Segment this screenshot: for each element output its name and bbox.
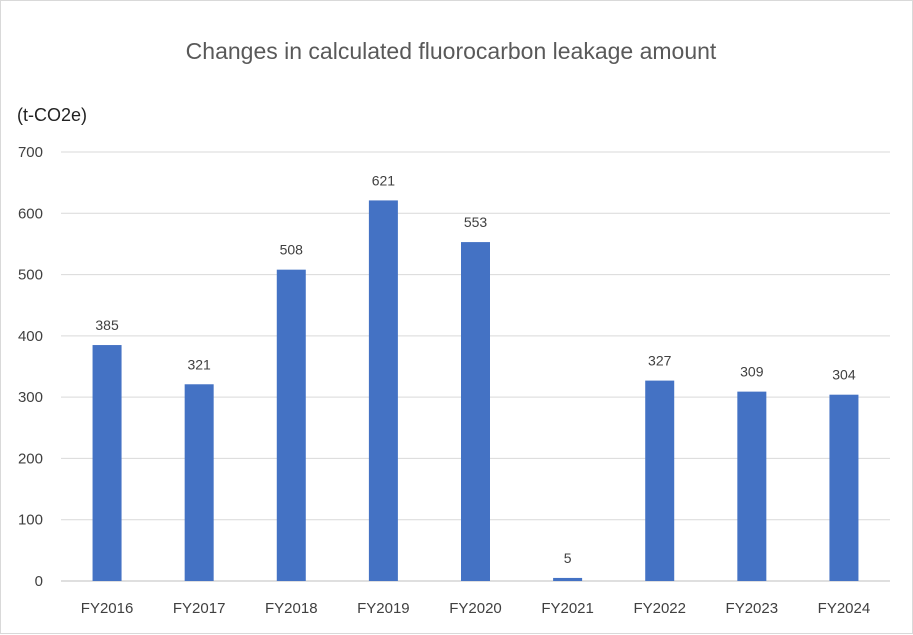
bar-fy2024 — [829, 394, 859, 581]
bar-fy2019 — [368, 200, 398, 581]
bar-fy2022 — [645, 380, 675, 581]
data-label-fy2021: 5 — [564, 550, 572, 566]
y-tick-label: 200 — [18, 450, 43, 467]
bar-fy2017 — [184, 384, 214, 581]
bar-fy2023 — [737, 391, 767, 581]
data-label-fy2019: 621 — [372, 172, 396, 188]
x-tick-label-fy2016: FY2016 — [81, 600, 134, 617]
x-tick-label-fy2023: FY2023 — [726, 600, 779, 617]
x-axis-ticks: FY2016 FY2017 FY2018 FY2019 FY2020 FY2021 FY20… — [81, 600, 870, 617]
data-label-fy2023: 309 — [740, 364, 764, 380]
y-tick-label: 100 — [18, 512, 43, 529]
data-label-fy2024: 304 — [832, 367, 856, 383]
bar-fy2020 — [461, 242, 490, 581]
data-label-fy2022: 327 — [648, 353, 672, 369]
y-tick-label: 400 — [18, 328, 43, 345]
y-tick-label: 300 — [18, 389, 43, 406]
y-tick-label: 700 — [18, 144, 43, 161]
bar-fy2021 — [553, 577, 583, 581]
bars — [92, 200, 859, 581]
x-tick-label-fy2020: FY2020 — [449, 600, 502, 617]
y-axis-ticks: 0 100 200 300 400 500 600 700 — [18, 144, 43, 590]
bar-fy2016 — [92, 345, 122, 581]
y-tick-label: 600 — [18, 205, 43, 222]
x-tick-label-fy2019: FY2019 — [357, 600, 410, 617]
data-labels: 385 321 508 621 553 5 327 309 304 — [95, 172, 855, 566]
x-tick-label-fy2024: FY2024 — [818, 600, 871, 617]
data-label-fy2020: 553 — [464, 214, 488, 230]
data-label-fy2016: 385 — [95, 317, 119, 333]
bar-fy2018 — [276, 269, 306, 581]
x-tick-label-fy2021: FY2021 — [541, 600, 594, 617]
x-tick-label-fy2022: FY2022 — [633, 600, 686, 617]
data-label-fy2018: 508 — [280, 242, 304, 258]
y-tick-label: 500 — [18, 267, 43, 284]
x-tick-label-fy2018: FY2018 — [265, 600, 318, 617]
y-tick-label: 0 — [35, 573, 43, 590]
x-tick-label-fy2017: FY2017 — [173, 600, 226, 617]
chart-title: Changes in calculated fluorocarbon leaka… — [186, 38, 717, 64]
y-axis-unit-label: (t-CO2e) — [17, 105, 87, 125]
data-label-fy2017: 321 — [187, 356, 211, 372]
